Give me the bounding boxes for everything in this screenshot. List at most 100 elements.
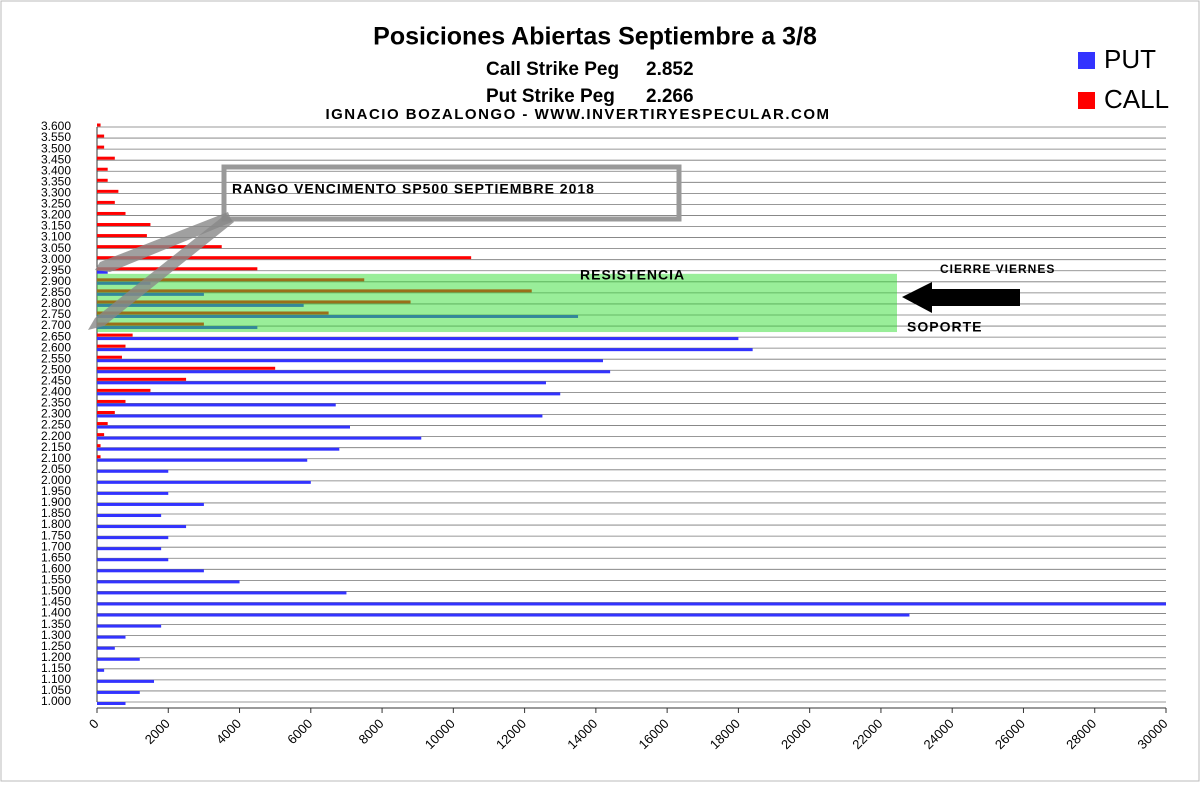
legend-label: CALL — [1104, 84, 1169, 114]
put-peg-label: Put Strike Peg — [486, 86, 615, 107]
bar — [97, 491, 169, 495]
y-tick-label: 3.150 — [41, 219, 71, 233]
y-tick-label: 1.400 — [41, 606, 71, 620]
y-tick-label: 2.050 — [41, 462, 71, 476]
y-tick-label: 1.800 — [41, 517, 71, 531]
bar — [97, 399, 126, 403]
y-tick-label: 1.750 — [41, 528, 71, 542]
y-tick-label: 3.000 — [41, 252, 71, 266]
bar — [97, 514, 162, 518]
bar — [97, 333, 133, 337]
y-tick-label: 1.250 — [41, 639, 71, 653]
y-tick-label: 2.150 — [41, 440, 71, 454]
y-tick-label: 2.750 — [41, 307, 71, 321]
bar — [97, 480, 311, 484]
y-tick-label: 1.650 — [41, 550, 71, 564]
bar — [97, 591, 347, 595]
y-tick-label: 2.800 — [41, 296, 71, 310]
y-tick-label: 1.850 — [41, 506, 71, 520]
y-tick-label: 3.600 — [41, 119, 71, 133]
y-tick-label: 1.150 — [41, 661, 71, 675]
bar — [97, 580, 240, 584]
bar — [97, 679, 155, 683]
y-tick-label: 1.000 — [41, 694, 71, 708]
bar — [97, 469, 169, 473]
bar — [97, 388, 151, 392]
bar — [97, 447, 340, 451]
bar — [97, 123, 101, 127]
y-tick-label: 3.200 — [41, 208, 71, 222]
bar — [97, 392, 561, 396]
bar — [97, 414, 543, 418]
bar — [97, 377, 187, 381]
bar — [97, 267, 258, 271]
bar — [97, 444, 101, 448]
bar — [97, 270, 108, 274]
bar — [97, 234, 147, 238]
y-tick-label: 1.300 — [41, 628, 71, 642]
close-arrow — [902, 282, 1020, 313]
bar — [97, 256, 472, 260]
bar — [97, 690, 140, 694]
y-tick-label: 3.100 — [41, 230, 71, 244]
annotation: SOPORTE — [907, 319, 982, 335]
bar — [97, 624, 162, 628]
y-tick-label: 3.300 — [41, 186, 71, 200]
author: IGNACIO BOZALONGO - WWW.INVERTIRYESPECUL… — [325, 106, 830, 123]
y-tick-label: 1.900 — [41, 495, 71, 509]
bar — [97, 223, 151, 227]
y-tick-label: 2.600 — [41, 340, 71, 354]
y-tick-label: 2.250 — [41, 418, 71, 432]
y-tick-label: 2.100 — [41, 451, 71, 465]
bar — [97, 646, 115, 650]
bar — [97, 668, 105, 672]
bar — [97, 502, 204, 506]
bar — [97, 569, 204, 573]
y-tick-label: 1.050 — [41, 683, 71, 697]
legend-label: PUT — [1104, 44, 1156, 74]
call-peg-value: 2.852 — [646, 59, 694, 80]
bar — [97, 178, 108, 182]
bar — [97, 355, 122, 359]
bar — [97, 458, 308, 462]
bar — [97, 536, 169, 540]
arrow — [88, 214, 234, 330]
bar — [97, 613, 910, 617]
put-peg-value: 2.266 — [646, 86, 694, 107]
bar — [97, 635, 126, 639]
annotation: RANGO VENCIMENTO SP500 SEPTIEMBRE 2018 — [232, 181, 595, 197]
bar — [97, 455, 101, 459]
y-tick-label: 1.550 — [41, 573, 71, 587]
arrow — [95, 212, 232, 272]
bar — [97, 337, 739, 341]
bar — [97, 411, 115, 414]
y-tick-label: 2.950 — [41, 263, 71, 277]
bar — [97, 558, 169, 562]
bar — [97, 359, 603, 363]
y-tick-label: 1.600 — [41, 561, 71, 575]
y-tick-label: 2.300 — [41, 407, 71, 421]
bar — [97, 156, 115, 160]
legend-swatch — [1078, 92, 1095, 109]
bar — [97, 657, 140, 661]
y-tick-label: 3.550 — [41, 130, 71, 144]
y-tick-label: 2.850 — [41, 285, 71, 299]
bar — [97, 422, 108, 426]
y-tick-label: 2.700 — [41, 318, 71, 332]
y-tick-label: 2.900 — [41, 274, 71, 288]
annotation: RESISTENCIA — [580, 267, 685, 283]
bar — [97, 433, 105, 437]
y-tick-label: 1.950 — [41, 484, 71, 498]
y-tick-label: 2.550 — [41, 351, 71, 365]
y-tick-label: 1.100 — [41, 672, 71, 686]
bar — [97, 702, 126, 705]
bar — [97, 366, 276, 370]
bar — [97, 344, 126, 348]
y-tick-label: 2.200 — [41, 429, 71, 443]
call-peg-label: Call Strike Peg — [486, 59, 619, 80]
y-tick-label: 2.500 — [41, 362, 71, 376]
bar — [97, 425, 350, 429]
bar — [97, 134, 105, 138]
